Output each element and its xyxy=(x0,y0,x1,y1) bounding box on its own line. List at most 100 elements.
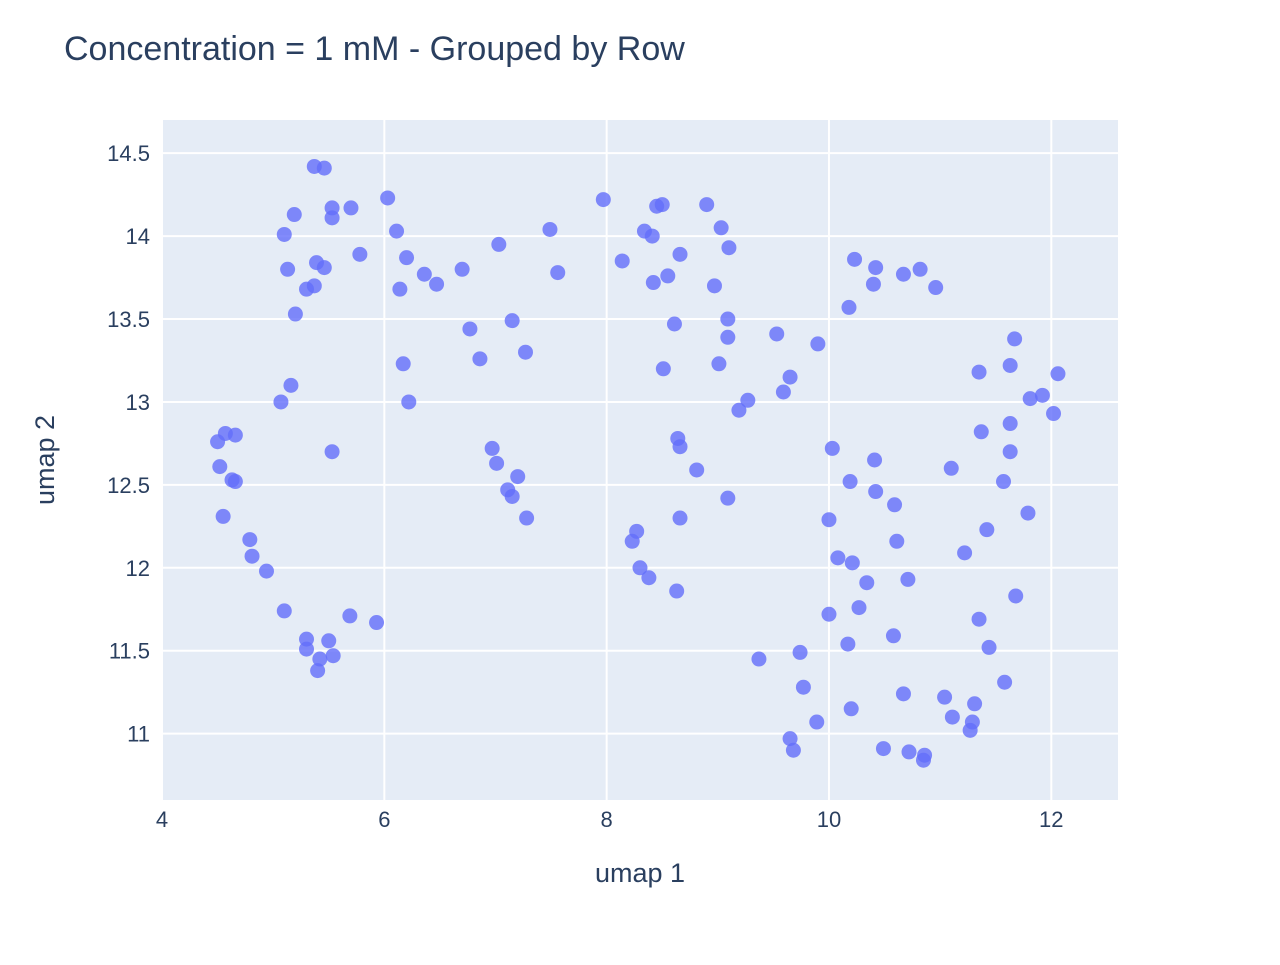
scatter-point xyxy=(706,278,722,294)
scatter-point xyxy=(510,469,526,485)
scatter-point xyxy=(885,628,901,644)
scatter-point xyxy=(324,210,340,226)
scatter-point xyxy=(875,741,891,757)
scatter-point xyxy=(844,555,860,571)
scatter-point xyxy=(352,246,368,262)
scatter-point xyxy=(380,190,396,206)
scatter-point xyxy=(711,356,727,372)
scatter-point xyxy=(867,452,883,468)
x-tick-label: 12 xyxy=(1039,807,1063,832)
scatter-point xyxy=(276,603,292,619)
scatter-point xyxy=(654,197,670,213)
scatter-point xyxy=(215,508,231,524)
scatter-point xyxy=(484,440,500,456)
scatter-point xyxy=(967,696,983,712)
scatter-point xyxy=(810,336,826,352)
scatter-point xyxy=(392,281,408,297)
scatter-point xyxy=(699,197,715,213)
chart-title: Concentration = 1 mM - Grouped by Row xyxy=(64,30,685,68)
scatter-point xyxy=(865,276,881,292)
scatter-point xyxy=(242,532,258,548)
scatter-point xyxy=(841,299,857,315)
scatter-point xyxy=(1046,406,1062,422)
scatter-point xyxy=(962,722,978,738)
scatter-point xyxy=(1050,366,1066,382)
y-tick-label: 12 xyxy=(126,556,150,581)
x-tick-label: 8 xyxy=(601,807,613,832)
scatter-point xyxy=(840,636,856,652)
scatter-point xyxy=(312,651,328,667)
scatter-point xyxy=(769,326,785,342)
scatter-point xyxy=(519,510,535,526)
scatter-point xyxy=(720,329,736,345)
y-axis-label: umap 2 xyxy=(30,415,60,505)
scatter-point xyxy=(1008,588,1024,604)
scatter-point xyxy=(997,674,1013,690)
y-tick-label: 13.5 xyxy=(107,307,150,332)
scatter-point xyxy=(343,200,359,216)
scatter-point xyxy=(851,600,867,616)
scatter-point xyxy=(310,663,326,679)
scatter-point xyxy=(672,439,688,455)
scatter-point xyxy=(299,641,315,657)
scatter-point xyxy=(792,644,808,660)
scatter-point xyxy=(324,444,340,460)
scatter-point xyxy=(655,361,671,377)
scatter-point xyxy=(868,484,884,500)
scatter-point xyxy=(979,522,995,538)
scatter-point xyxy=(847,251,863,267)
scatter-point xyxy=(504,488,520,504)
scatter-point xyxy=(395,356,411,372)
scatter-point xyxy=(641,570,657,586)
scatter-point xyxy=(731,402,747,418)
scatter-point xyxy=(399,250,415,266)
scatter-point xyxy=(595,192,611,208)
scatter-point xyxy=(244,548,260,564)
scatter-point xyxy=(1002,357,1018,373)
scatter-point xyxy=(489,455,505,471)
scatter-point xyxy=(389,223,405,239)
y-tick-label: 11 xyxy=(127,722,150,747)
y-tick-label: 14.5 xyxy=(107,141,150,166)
scatter-point xyxy=(472,351,488,367)
scatter-point xyxy=(937,689,953,705)
scatter-point xyxy=(273,394,289,410)
scatter-point xyxy=(325,648,341,664)
scatter-point xyxy=(912,261,928,277)
scatter-point xyxy=(740,392,756,408)
scatter-point xyxy=(720,490,736,506)
data-points xyxy=(210,158,1066,768)
scatter-point xyxy=(782,369,798,385)
x-tick-label: 6 xyxy=(378,807,390,832)
scatter-point xyxy=(889,533,905,549)
scatter-point xyxy=(645,275,661,291)
scatter-point xyxy=(996,474,1012,490)
x-axis-label: umap 1 xyxy=(595,858,685,888)
scatter-point xyxy=(720,311,736,327)
scatter-point xyxy=(462,321,478,337)
scatter-point xyxy=(957,545,973,561)
scatter-point xyxy=(795,679,811,695)
scatter-point xyxy=(316,160,332,176)
scatter-point xyxy=(672,510,688,526)
scatter-point xyxy=(830,550,846,566)
scatter-point xyxy=(971,364,987,380)
scatter-point xyxy=(316,260,332,276)
scatter-point xyxy=(721,240,737,256)
scatter-point xyxy=(809,714,825,730)
x-axis-ticks: 4 6 8 10 12 xyxy=(156,807,1064,832)
scatter-point xyxy=(868,260,884,276)
scatter-point xyxy=(713,220,729,236)
y-axis-ticks: 11 11.5 12 12.5 13 13.5 14 14.5 xyxy=(107,141,150,746)
scatter-point xyxy=(821,606,837,622)
scatter-point xyxy=(842,474,858,490)
scatter-point xyxy=(286,207,302,223)
scatter-point xyxy=(943,460,959,476)
scatter-point xyxy=(258,563,274,579)
scatter-point xyxy=(843,701,859,717)
scatter-point xyxy=(280,261,296,277)
scatter-point xyxy=(644,228,660,244)
scatter-point xyxy=(504,313,520,329)
